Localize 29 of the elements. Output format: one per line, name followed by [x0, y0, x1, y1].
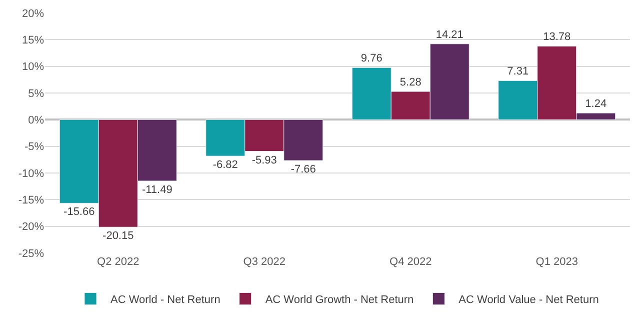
y-tick-label: -5%: [24, 141, 44, 154]
legend-label: AC World - Net Return: [110, 294, 220, 306]
y-tick-label: 0%: [28, 114, 44, 127]
data-label: -7.66: [290, 164, 316, 176]
y-tick-label: 20%: [22, 8, 44, 20]
y-tick-label: 10%: [22, 61, 44, 74]
data-label: -5.93: [252, 154, 277, 166]
data-label: 5.28: [400, 76, 422, 89]
data-label: 13.78: [543, 31, 571, 44]
x-tick-label: Q2 2022: [97, 256, 140, 268]
legend-label: AC World Growth - Net Return: [265, 294, 414, 306]
data-label: 7.31: [507, 66, 529, 78]
y-tick-label: -10%: [18, 168, 44, 180]
data-label: -15.66: [64, 206, 95, 218]
x-tick-label: Q4 2022: [390, 256, 432, 268]
x-tick-label: Q1 2023: [536, 256, 578, 268]
data-label: 1.24: [585, 98, 607, 110]
y-tick-label: 5%: [28, 88, 44, 100]
legend-label: AC World Value - Net Return: [458, 294, 599, 306]
data-label: 9.76: [360, 52, 382, 65]
y-tick-label: -20%: [18, 221, 44, 234]
y-tick-label: -25%: [18, 248, 44, 260]
data-label: -6.82: [212, 159, 238, 172]
y-tick-label: 15%: [22, 34, 44, 47]
x-tick-label: Q3 2022: [243, 256, 286, 268]
data-label: 14.21: [436, 28, 464, 41]
data-label: -20.15: [102, 230, 134, 242]
data-label: -11.49: [142, 184, 172, 196]
y-tick-label: -15%: [18, 194, 44, 207]
